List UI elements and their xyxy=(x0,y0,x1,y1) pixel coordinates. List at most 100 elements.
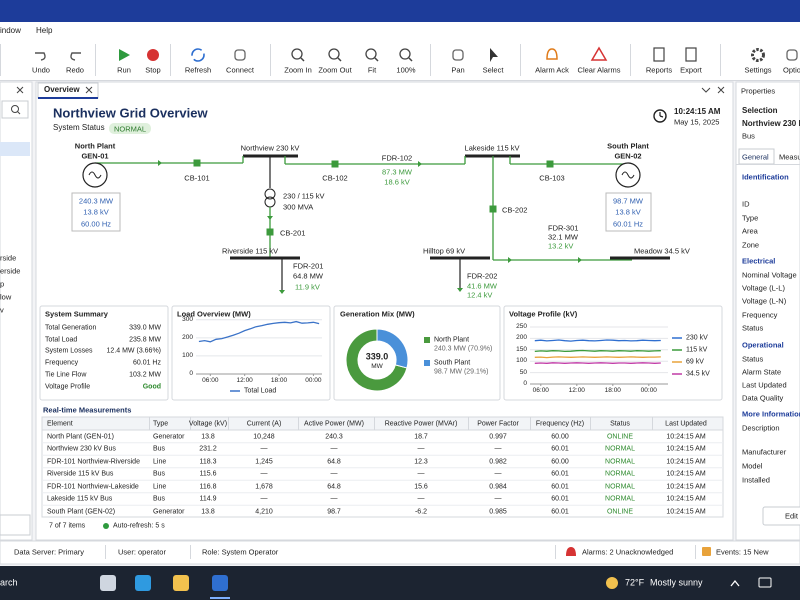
table-cell: — xyxy=(417,470,425,478)
table-cell: 60.01 xyxy=(551,445,569,453)
table-cell: Northview 230 kV Bus xyxy=(47,445,116,453)
table-cell: 60.01 xyxy=(551,470,569,478)
x-tick-label: 12:00 xyxy=(568,386,585,394)
toolbar-button[interactable]: Select xyxy=(482,65,504,75)
edit-button[interactable] xyxy=(762,506,800,526)
chart-title: Voltage Profile (kV) xyxy=(509,309,578,319)
toolbar-button[interactable]: Settings xyxy=(744,65,772,75)
taskbar-app[interactable] xyxy=(212,575,228,591)
close-icon[interactable] xyxy=(16,86,24,94)
tree-item[interactable]: rside xyxy=(0,253,17,263)
table-cell: 60.01 xyxy=(551,495,569,503)
toolbar-button[interactable]: Redo xyxy=(66,65,84,75)
legend-swatch xyxy=(424,360,430,366)
toolbar-button[interactable]: Fit xyxy=(367,65,377,75)
clock-icon xyxy=(653,109,667,123)
tab-label[interactable]: General xyxy=(742,152,769,162)
breaker[interactable] xyxy=(193,159,201,167)
legend-entry: 69 kV xyxy=(686,358,704,366)
table-cell: Line xyxy=(153,458,167,465)
page-title: Northview Grid Overview xyxy=(53,105,208,121)
legend-entry: Total Load xyxy=(244,387,277,395)
toolbar-button[interactable]: Alarm Ack xyxy=(535,65,569,75)
column-header: Reactive Power (MVAr) xyxy=(384,420,458,427)
table-cell: Bus xyxy=(153,445,166,453)
label: 41.6 MW xyxy=(467,280,498,290)
breaker[interactable] xyxy=(266,228,274,236)
toolbar-button[interactable]: Refresh xyxy=(184,65,212,75)
dropdown-icon[interactable] xyxy=(701,87,711,93)
toolbar-button[interactable]: Zoom In xyxy=(284,65,312,75)
icon xyxy=(147,49,159,61)
column-header: Current (A) xyxy=(246,420,282,427)
table-cell: 18.7 xyxy=(414,433,428,440)
toolbar-button[interactable]: Pan xyxy=(451,65,465,75)
selected-row[interactable] xyxy=(0,142,30,156)
tab-label[interactable]: Overview xyxy=(44,85,80,94)
tree-item[interactable]: v xyxy=(0,305,4,315)
field-label: Type xyxy=(742,213,759,223)
chart-title: Generation Mix (MW) xyxy=(340,309,415,319)
breaker[interactable] xyxy=(331,160,339,168)
y-tick-label: 50 xyxy=(519,368,527,376)
toolbar-button[interactable]: Stop xyxy=(145,65,161,75)
table xyxy=(41,416,724,518)
readings-box xyxy=(71,192,121,232)
label: 300 MVA xyxy=(283,201,314,211)
toolbar-button[interactable]: Undo xyxy=(32,65,50,75)
tree-item[interactable]: p xyxy=(0,279,5,289)
tab-label[interactable]: Measu xyxy=(779,152,800,162)
close-icon[interactable] xyxy=(717,86,725,94)
field-label: Zone xyxy=(742,240,760,250)
toolbar-button[interactable]: Run xyxy=(117,65,131,75)
label: FDR-201 xyxy=(293,261,324,271)
search-label[interactable]: arch xyxy=(0,577,18,588)
column-header: Active Power (MW) xyxy=(304,420,364,427)
label: 103.2 MW xyxy=(129,371,161,379)
toolbar-button[interactable]: 100% xyxy=(396,65,416,75)
donut-center-unit: MW xyxy=(371,362,383,370)
y-tick-label: 200 xyxy=(182,333,193,341)
legend-entry: 115 kV xyxy=(686,346,708,354)
taskbar-app[interactable] xyxy=(100,575,116,591)
breaker[interactable] xyxy=(489,205,497,213)
table-cell: — xyxy=(330,470,338,478)
table-cell: 60.01 xyxy=(551,483,569,490)
close-icon[interactable] xyxy=(85,86,93,94)
table-cell: 4,210 xyxy=(255,508,273,515)
table-cell: 15.6 xyxy=(414,483,428,490)
tree-item[interactable]: low xyxy=(0,292,12,302)
label: Northview 230 k xyxy=(742,119,800,128)
left-bottom-box xyxy=(0,514,31,536)
events-icon xyxy=(702,547,711,556)
taskbar-app[interactable] xyxy=(135,575,151,591)
field-label: Voltage (L-N) xyxy=(742,296,787,306)
breaker[interactable] xyxy=(546,160,554,168)
taskbar-app[interactable] xyxy=(173,575,189,591)
column-header: Last Updated xyxy=(665,420,707,427)
edit-button-label[interactable]: Edit xyxy=(785,511,798,521)
menu-item[interactable]: indow xyxy=(0,26,21,35)
toolbar-button[interactable]: Connect xyxy=(226,65,254,75)
tree-item[interactable]: erside xyxy=(0,266,21,276)
tray-icon[interactable] xyxy=(758,577,772,588)
label: 13.8 kV xyxy=(615,207,641,217)
toolbar-button[interactable]: Reports xyxy=(645,65,673,75)
toolbar-button[interactable]: Clear Alarms xyxy=(577,65,621,75)
menu-item[interactable]: Help xyxy=(36,26,53,35)
table-cell: 0.997 xyxy=(489,433,507,440)
column-header: Type xyxy=(153,420,169,427)
table-cell: Riverside 115 kV Bus xyxy=(47,470,114,478)
toolbar-button[interactable]: Zoom Out xyxy=(318,65,352,75)
tray-chevron[interactable] xyxy=(730,579,740,587)
section-title: Operational xyxy=(742,340,784,350)
label: 60.01 Hz xyxy=(612,219,644,229)
data-label: 240.3 MW (70.9%) xyxy=(434,345,493,352)
label: 64.8 MW xyxy=(293,271,324,281)
search-box[interactable] xyxy=(1,100,29,119)
toolbar-button[interactable]: Optio xyxy=(783,65,800,75)
table-cell: — xyxy=(494,495,502,503)
legend-entry: South Plant xyxy=(434,359,471,367)
toolbar-button[interactable]: Export xyxy=(680,65,702,75)
y-tick-label: 0 xyxy=(523,379,527,387)
